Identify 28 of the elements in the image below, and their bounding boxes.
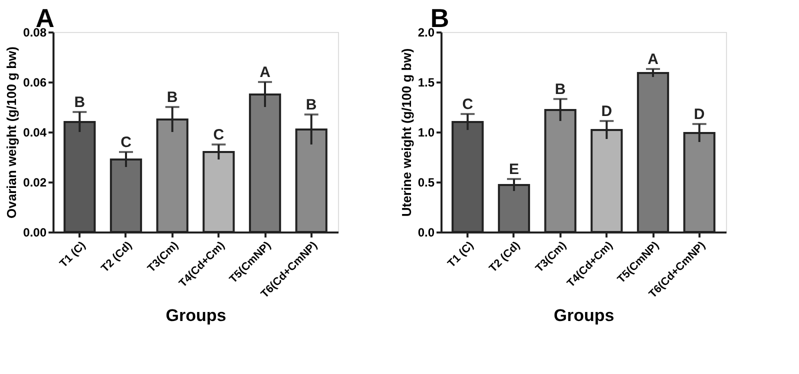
- y-tick-label: 0.00: [23, 226, 47, 240]
- y-tick-label: 0.5: [418, 176, 435, 190]
- annotation: D: [694, 106, 705, 123]
- annotation: C: [213, 126, 224, 144]
- y-tick-label: 0.04: [23, 126, 47, 140]
- y-tick-label: 0.02: [23, 176, 47, 190]
- x-tick-label: T1 (C): [58, 239, 88, 270]
- y-tick-label: 0.06: [23, 76, 47, 90]
- annotation: D: [601, 103, 612, 120]
- annotation: C: [120, 134, 132, 151]
- annotation: B: [554, 81, 566, 98]
- x-axis-title: Groups: [554, 306, 614, 325]
- annotation: B: [166, 89, 178, 106]
- y-tick-label: 0.0: [418, 226, 435, 240]
- annotation: B: [74, 94, 86, 111]
- y-axis-title: Uterine weight (g/100 g bw): [398, 48, 414, 217]
- y-tick-label: 2.0: [418, 26, 435, 40]
- annotation: E: [508, 161, 519, 178]
- x-tick-label: T1 (C): [446, 239, 476, 270]
- y-tick-label: 0.08: [23, 26, 47, 40]
- y-tick-label: 1.0: [418, 126, 435, 140]
- annotation: C: [462, 96, 474, 113]
- y-tick-label: 1.5: [418, 76, 435, 90]
- annotation: A: [260, 64, 271, 81]
- x-axis-title: Groups: [166, 306, 226, 325]
- y-axis-title: Ovarian weight (g/100 g bw): [4, 46, 20, 218]
- annotation: B: [306, 96, 317, 114]
- annotation: A: [648, 51, 659, 68]
